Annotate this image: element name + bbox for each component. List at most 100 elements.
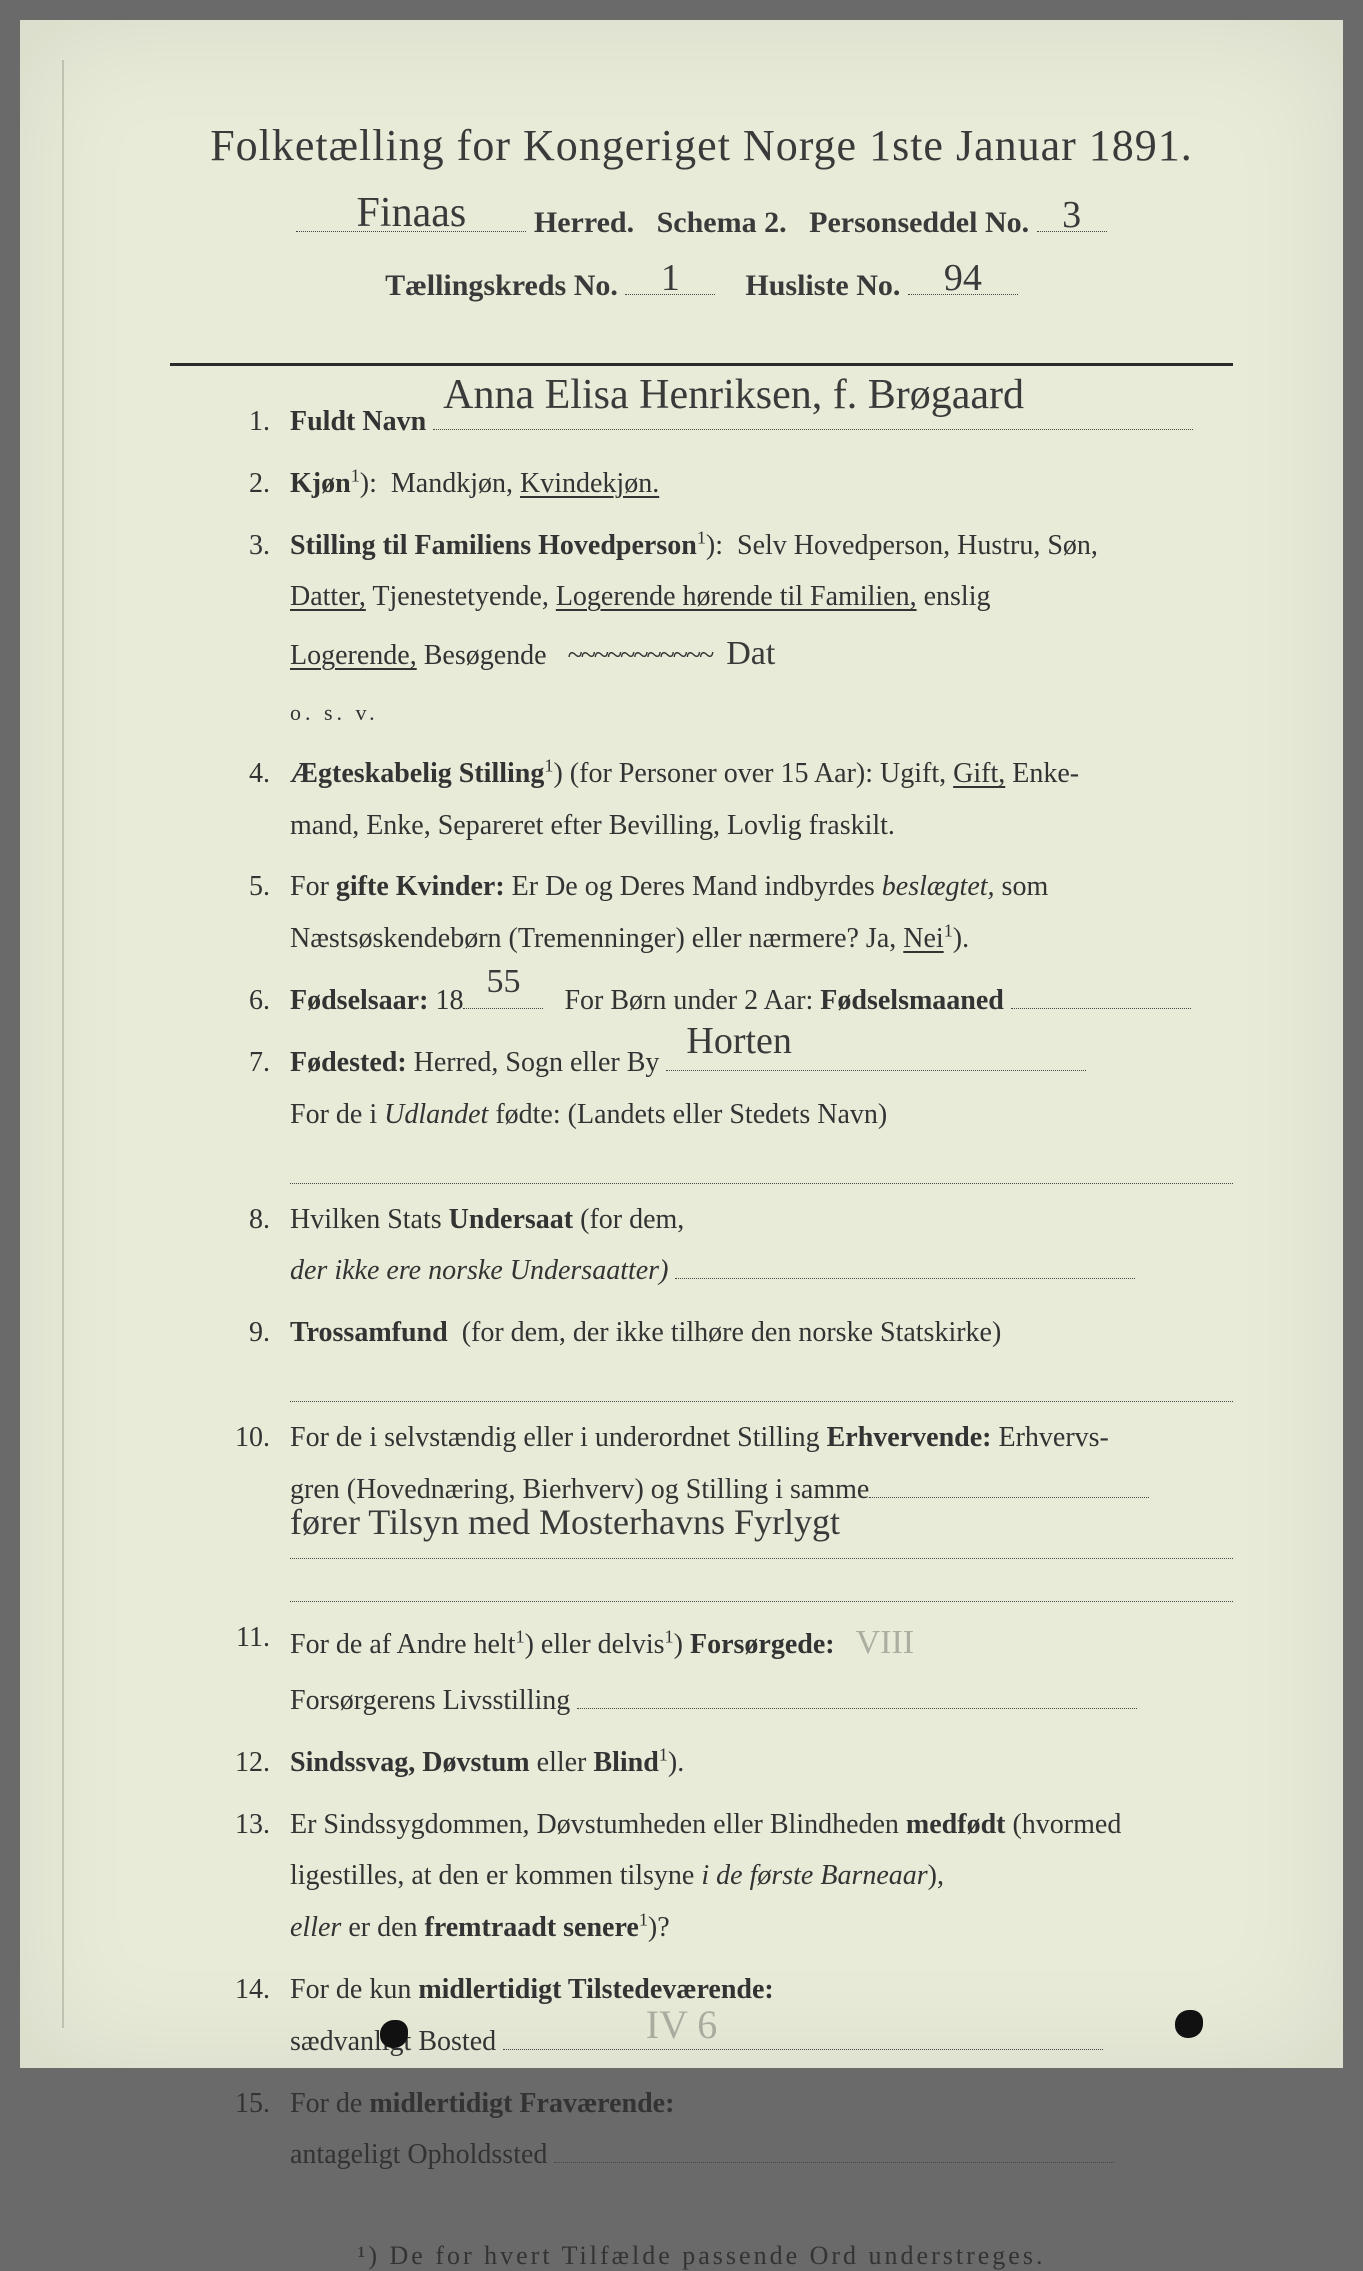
item-7: 7. Fødested: Herred, Sogn eller By Horte…: [230, 1037, 1233, 1184]
herred-handwritten: Finaas: [296, 189, 526, 237]
q13-a: Er Sindssygdommen, Døvstumheden eller Bl…: [290, 1809, 899, 1840]
blank-line: [290, 1363, 1233, 1402]
item-body: For de midlertidigt Fraværende: antageli…: [290, 2078, 1233, 2182]
q15-a: For de: [290, 2088, 362, 2119]
q5-a: For: [290, 871, 329, 902]
ink-blot: [380, 2020, 408, 2048]
item-num: 8.: [230, 1194, 290, 1298]
q13-l2a: ligestilles, at den er kommen tilsyne: [290, 1860, 694, 1891]
q11-faint: VIII: [856, 1624, 915, 1661]
item-body: Fuldt Navn Anna Elisa Henriksen, f. Brøg…: [290, 396, 1233, 448]
item-13: 13. Er Sindssygdommen, Døvstumheden elle…: [230, 1799, 1233, 1954]
q3-line1: Selv Hovedperson, Hustru, Søn,: [737, 530, 1098, 561]
bottom-hand: IV 6: [646, 2002, 717, 2047]
blank-line: [290, 1563, 1233, 1602]
item-num: 13.: [230, 1799, 290, 1954]
item-num: 2.: [230, 458, 290, 510]
q1-hand: Anna Elisa Henriksen, f. Brøgaard: [433, 357, 1193, 435]
item-num: 3.: [230, 520, 290, 738]
item-12: 12. Sindssvag, Døvstum eller Blind1).: [230, 1737, 1233, 1789]
q3-l2b: Logerende hørende til Familien,: [556, 581, 917, 612]
item-body: For gifte Kvinder: Er De og Deres Mand i…: [290, 861, 1233, 965]
q4-gift: Gift,: [953, 758, 1005, 789]
item-body: For de i selvstændig eller i underordnet…: [290, 1412, 1233, 1602]
item-body: Hvilken Stats Undersaat (for dem, der ik…: [290, 1194, 1233, 1298]
item-body: Sindssvag, Døvstum eller Blind1).: [290, 1737, 1233, 1789]
q15-l2: antageligt Opholdssted: [290, 2139, 547, 2170]
item-body: Fødested: Herred, Sogn eller By Horten F…: [290, 1037, 1233, 1184]
strike-squiggle: ~~~~~~~~~~~: [568, 630, 713, 682]
item-body: Trossamfund (for dem, der ikke tilhøre d…: [290, 1307, 1233, 1402]
item-5: 5. For gifte Kvinder: Er De og Deres Man…: [230, 861, 1233, 965]
q6-prefix: 18: [435, 985, 463, 1016]
q7-hand: Horten: [666, 1006, 1086, 1076]
q11-a: For de af Andre helt: [290, 1629, 516, 1660]
husliste-hand: 94: [908, 256, 1018, 300]
item-num: 6.: [230, 975, 290, 1027]
q10-c: Erhvervs-: [998, 1422, 1108, 1453]
schema-label: Schema 2.: [657, 206, 787, 239]
census-form-page: Folketælling for Kongeriget Norge 1ste J…: [20, 20, 1343, 2068]
q5-l2: Næstsøskendebørn (Tremenninger) eller næ…: [290, 923, 896, 954]
personseddel-hand: 3: [1037, 193, 1107, 237]
q15-b: midlertidigt Fraværende:: [369, 2088, 674, 2119]
q13-l3a: eller: [290, 1912, 341, 1943]
header-line-2: Finaas Herred. Schema 2. Personseddel No…: [170, 199, 1233, 240]
header-block: Folketælling for Kongeriget Norge 1ste J…: [110, 80, 1293, 345]
q11-c: Forsørgede:: [690, 1629, 835, 1660]
q10-hand: fører Tilsyn med Mosterhavns Fyrlygt: [290, 1489, 1233, 1556]
q3-l2c: enslig: [924, 581, 991, 612]
item-1: 1. Fuldt Navn Anna Elisa Henriksen, f. B…: [230, 396, 1233, 448]
item-body: Er Sindssygdommen, Døvstumheden eller Bl…: [290, 1799, 1233, 1954]
q6-label: Fødselsaar:: [290, 985, 428, 1016]
q3-l2a: Tjenestetyende,: [372, 581, 548, 612]
footnote: ¹) De for hvert Tilfælde passende Ord un…: [110, 2241, 1293, 2271]
item-10: 10. For de i selvstændig eller i underor…: [230, 1412, 1233, 1602]
q4-b: Enke-: [1012, 758, 1079, 789]
q1-label: Fuldt Navn: [290, 406, 426, 437]
q2-label: Kjøn: [290, 468, 351, 499]
q13-l3c: fremtraadt senere: [425, 1912, 639, 1943]
q4-line2: mand, Enke, Separeret efter Bevilling, L…: [290, 810, 895, 841]
bottom-pencil-marks: IV 6: [20, 2001, 1343, 2048]
item-body: Stilling til Familiens Hovedperson1): Se…: [290, 520, 1233, 738]
q7-l2c: fødte: (Landets eller Stedets Navn): [495, 1099, 887, 1130]
q10-a: For de i selvstændig eller i underordnet…: [290, 1422, 820, 1453]
item-3: 3. Stilling til Familiens Hovedperson1):…: [230, 520, 1233, 738]
q13-c: (hvormed: [1012, 1809, 1121, 1840]
q12-b: eller: [537, 1747, 587, 1778]
q3-annot: Dat: [726, 635, 775, 672]
item-body: Kjøn1): Mandkjøn, Kvindekjøn.: [290, 458, 1233, 510]
footnote-marker: ¹): [358, 2241, 380, 2270]
q3-label: Stilling til Familiens Hovedperson: [290, 530, 697, 561]
q4-paren: (for Personer over 15 Aar):: [570, 758, 873, 789]
q4-a: Ugift,: [880, 758, 946, 789]
kreds-hand: 1: [625, 256, 715, 300]
q7-label: Fødested:: [290, 1047, 407, 1078]
q13-l3b: er den: [348, 1912, 417, 1943]
q3-l3b: Besøgende: [424, 640, 547, 671]
q5-e: som: [1002, 871, 1049, 902]
item-9: 9. Trossamfund (for dem, der ikke tilhør…: [230, 1307, 1233, 1402]
q10-b: Erhvervende:: [827, 1422, 992, 1453]
q2-opt-a: Mandkjøn,: [391, 468, 513, 499]
q11-b: eller delvis: [541, 1629, 665, 1660]
q7-a: Herred, Sogn eller By: [414, 1047, 660, 1078]
q11-l2: Forsørgerens Livsstilling: [290, 1685, 570, 1716]
q9-a: Trossamfund: [290, 1317, 448, 1348]
q5-c: Er De og Deres Mand indbyrdes: [512, 871, 875, 902]
q4-label: Ægteskabelig Stilling: [290, 758, 544, 789]
q5-b: gifte Kvinder:: [336, 871, 505, 902]
personseddel-label: Personseddel No.: [809, 206, 1029, 239]
q10-fill-line: fører Tilsyn med Mosterhavns Fyrlygt: [290, 1520, 1233, 1559]
q3-l3a: Logerende,: [290, 640, 417, 671]
header-line-3: Tællingskreds No. 1 Husliste No. 94: [170, 262, 1233, 303]
item-body: Ægteskabelig Stilling1) (for Personer ov…: [290, 748, 1233, 852]
q8-c: (for dem,: [580, 1204, 684, 1235]
footnote-text: De for hvert Tilfælde passende Ord under…: [390, 2241, 1046, 2270]
item-num: 7.: [230, 1037, 290, 1184]
item-8: 8. Hvilken Stats Undersaat (for dem, der…: [230, 1194, 1233, 1298]
q8-b: Undersaat: [449, 1204, 573, 1235]
item-num: 4.: [230, 748, 290, 852]
q13-l2b: i de første Barneaar: [701, 1860, 927, 1891]
